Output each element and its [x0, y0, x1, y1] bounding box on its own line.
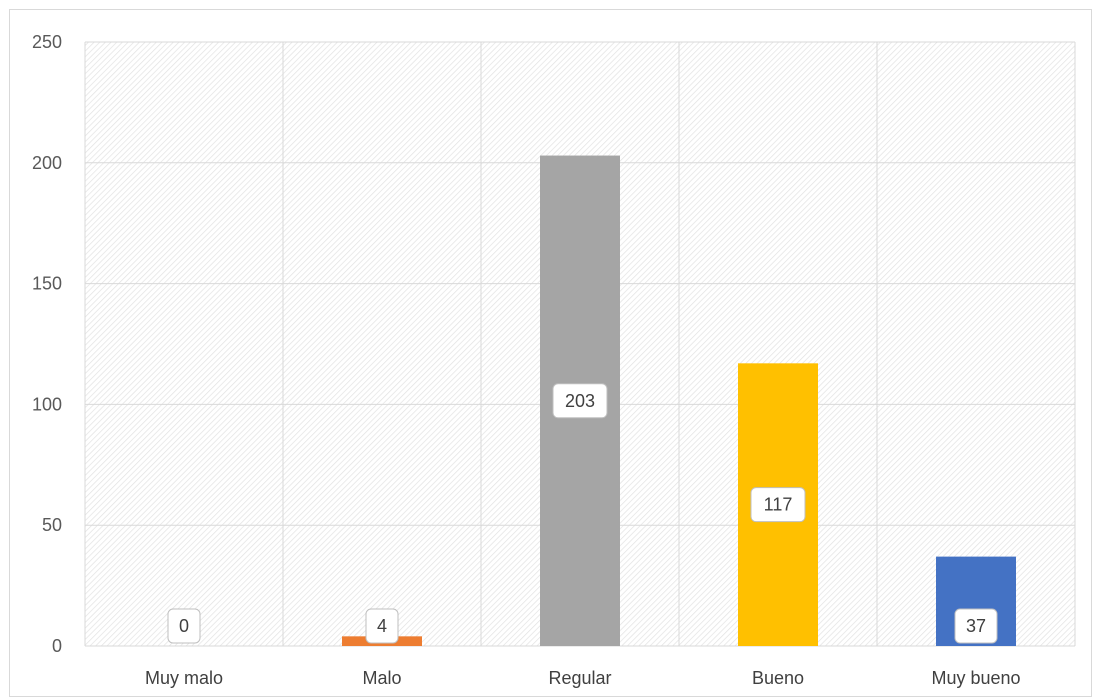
data-label-box: [954, 608, 998, 644]
y-axis-tick-labels: 0 50 100 150 200 250: [32, 32, 62, 656]
data-label: 0: [167, 608, 201, 644]
x-category-label: Regular: [548, 668, 611, 688]
data-label-text: 4: [377, 616, 387, 636]
data-label-box: [750, 487, 806, 523]
y-tick-label: 150: [32, 274, 62, 294]
data-labels: 0 4 203 117 37: [167, 383, 998, 644]
data-label: 37: [954, 608, 998, 644]
data-label: 4: [365, 608, 399, 644]
data-label-box: [552, 383, 608, 419]
y-tick-label: 0: [52, 636, 62, 656]
y-tick-label: 50: [42, 515, 62, 535]
y-tick-label: 250: [32, 32, 62, 52]
x-category-label: Bueno: [752, 668, 804, 688]
data-label: 203: [552, 383, 608, 419]
data-label-text: 37: [966, 616, 986, 636]
x-axis-category-labels: Muy malo Malo Regular Bueno Muy bueno: [145, 668, 1021, 688]
data-label-text: 0: [179, 616, 189, 636]
x-category-label: Muy bueno: [931, 668, 1020, 688]
data-label-box: [167, 608, 201, 644]
y-tick-label: 100: [32, 394, 62, 414]
y-tick-label: 200: [32, 153, 62, 173]
data-label-text: 117: [764, 495, 793, 515]
data-label-text: 203: [565, 391, 595, 411]
data-label-box: [365, 608, 399, 644]
x-category-label: Muy malo: [145, 668, 223, 688]
data-label: 117: [750, 487, 806, 523]
x-category-label: Malo: [362, 668, 401, 688]
